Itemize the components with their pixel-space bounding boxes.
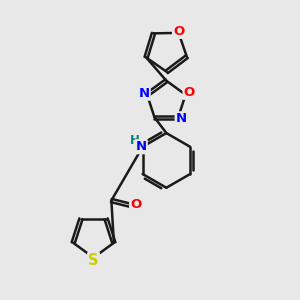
Text: H: H <box>129 134 139 147</box>
Text: O: O <box>173 25 184 38</box>
Text: S: S <box>88 253 99 268</box>
Text: N: N <box>139 87 150 100</box>
Text: N: N <box>176 112 187 125</box>
Text: N: N <box>136 140 147 153</box>
Text: O: O <box>130 199 141 212</box>
Text: O: O <box>184 86 195 99</box>
